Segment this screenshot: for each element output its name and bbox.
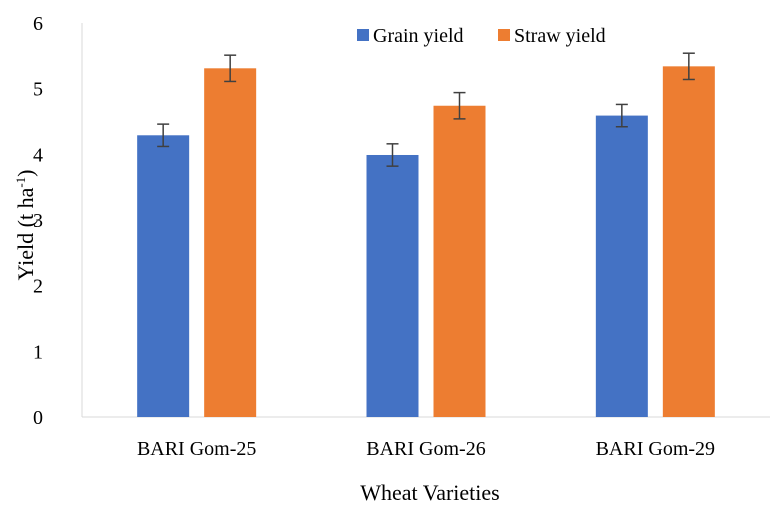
x-tick-label: BARI Gom-26 (366, 438, 485, 460)
bar (595, 115, 648, 417)
legend-label: Straw yield (514, 25, 606, 47)
bar (137, 135, 190, 418)
y-tick-labels: 0 1 2 3 4 5 6 (33, 13, 43, 429)
bar (204, 68, 257, 417)
y-axis-title-close: ) (13, 169, 38, 176)
y-tick-label: 6 (33, 13, 43, 35)
legend: Grain yield Straw yield (357, 25, 606, 47)
y-tick-label: 5 (33, 79, 43, 101)
bar (662, 66, 715, 417)
y-tick-label: 3 (33, 210, 43, 232)
bars-layer (137, 66, 715, 418)
error-bars-layer (157, 52, 695, 167)
x-tick-label: BARI Gom-29 (596, 438, 715, 460)
bar (433, 105, 486, 418)
x-axis-title: Wheat Varieties (360, 480, 499, 505)
legend-swatch (357, 29, 369, 41)
y-tick-label: 2 (33, 276, 43, 298)
legend-swatch (498, 29, 510, 41)
y-axis-title-main: Yield (t ha (13, 187, 38, 280)
y-tick-label: 4 (33, 144, 43, 166)
bar (366, 154, 419, 418)
x-tick-label: BARI Gom-25 (137, 438, 256, 460)
x-tick-labels: BARI Gom-25 BARI Gom-26 BARI Gom-29 (137, 438, 715, 460)
y-tick-label: 1 (33, 341, 43, 363)
legend-label: Grain yield (373, 25, 464, 47)
y-axis-title: Yield (t ha-1) (13, 169, 38, 280)
y-axis-title-superscript: -1 (13, 177, 28, 188)
axes (81, 23, 770, 418)
y-tick-label: 0 (33, 407, 43, 429)
